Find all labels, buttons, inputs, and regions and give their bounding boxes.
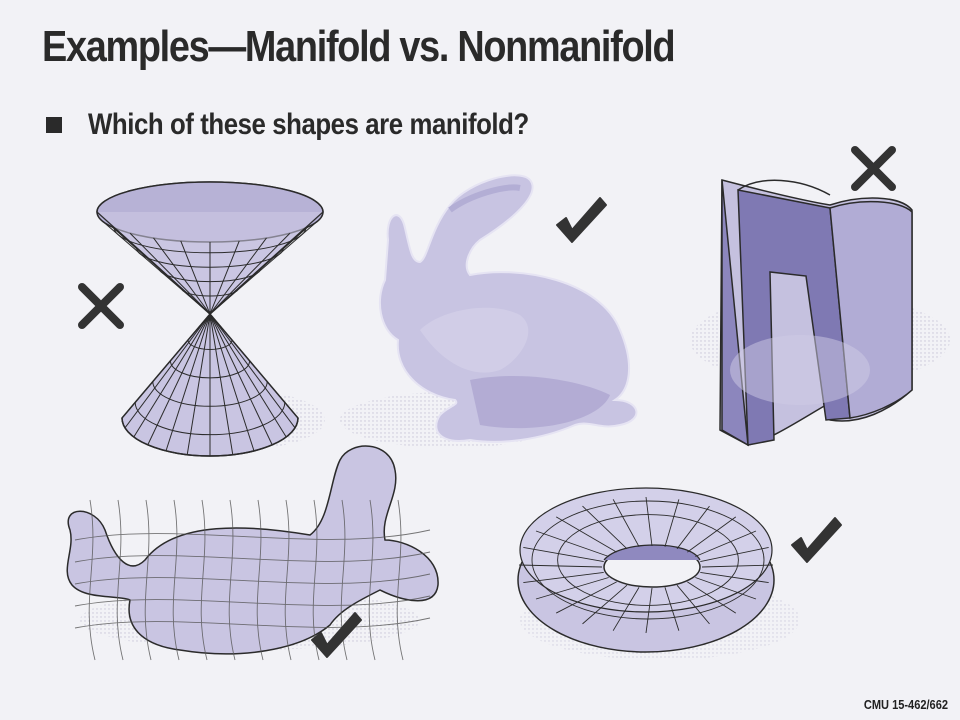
- folded-sheet-x-mark: [851, 146, 896, 191]
- bunny-check-mark: [556, 197, 607, 243]
- course-footer: CMU 15-462/662: [863, 697, 948, 712]
- bunny-shape: [340, 174, 638, 448]
- bullet-row: Which of these shapes are manifold?: [46, 108, 601, 142]
- double-cone-x-mark: [78, 283, 124, 329]
- blob-shape: [66, 445, 439, 661]
- folded-sheet-shape: [690, 179, 950, 447]
- torus-check-mark: [791, 517, 842, 563]
- torus-shape: [517, 487, 800, 660]
- slide-title: Examples—Manifold vs. Nonmanifold: [42, 22, 676, 71]
- double-cone-shape: [96, 181, 325, 457]
- bullet-square: [46, 117, 62, 133]
- blob-check-mark: [311, 612, 362, 658]
- bullet-text: Which of these shapes are manifold?: [88, 108, 529, 141]
